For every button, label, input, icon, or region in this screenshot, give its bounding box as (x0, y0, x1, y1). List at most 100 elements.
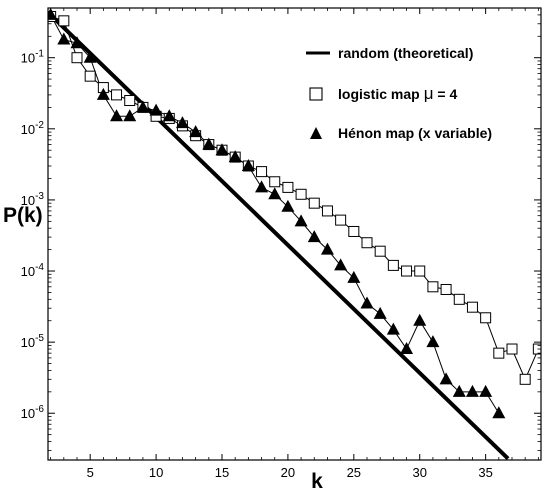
logistic-map-point (414, 265, 426, 277)
x-tick-label: 15 (215, 465, 229, 480)
logistic-map-point (282, 181, 294, 193)
henon-map-point (479, 384, 493, 397)
henon-map-point (123, 109, 137, 122)
y-tick-base: 10 (21, 335, 35, 350)
henon-map-point (83, 50, 97, 63)
plot-marks (48, 8, 541, 460)
legend-logistic-suffix: = 4 (433, 86, 457, 102)
y-tick-label: 10-4 (21, 262, 45, 279)
legend-logistic-name: logistic map (338, 86, 420, 102)
henon-map-point (400, 342, 414, 355)
henon-map-point (413, 313, 427, 326)
henon-map-point (452, 384, 466, 397)
henon-map-point (149, 103, 163, 116)
logistic-map-point (519, 373, 531, 385)
henon-map-point (136, 100, 150, 113)
legend-entry-random: random (theoretical) (306, 45, 473, 61)
henon-map-point (96, 87, 110, 100)
henon-map-point (202, 137, 216, 150)
logistic-map-point (466, 301, 478, 313)
logistic-map-point (295, 188, 307, 200)
y-tick-base: 10 (21, 122, 35, 137)
logistic-map-point (308, 197, 320, 209)
logistic-map-point (493, 347, 505, 359)
y-axis-title: P(k) (3, 204, 43, 227)
y-tick-base: 10 (21, 193, 35, 208)
henon-map-point (162, 109, 176, 122)
x-axis-ticks: 5 10 15 20 25 30 35 (50, 8, 539, 480)
henon-map-point (426, 335, 440, 348)
y-tick-label: 10-1 (21, 49, 45, 66)
henon-map-point (465, 384, 479, 397)
logistic-map-point (361, 237, 373, 249)
y-tick-label: 10-3 (21, 191, 45, 208)
henon-map-point (241, 158, 255, 171)
logistic-map-point (401, 265, 413, 277)
logistic-map-point (532, 343, 541, 355)
y-tick-exponent: -4 (35, 262, 44, 273)
henon-map-point (386, 322, 400, 335)
x-tick-label: 35 (478, 465, 492, 480)
legend-label-random: random (theoretical) (338, 45, 473, 61)
henon-map-point (268, 187, 282, 200)
logistic-map-point (387, 259, 399, 271)
henon-map-point (281, 199, 295, 212)
logistic-map-point (440, 283, 452, 295)
henon-map-point (347, 270, 361, 283)
logistic-map-point (124, 95, 136, 107)
legend-entry-henon: Hénon map (x variable) (310, 125, 492, 141)
logistic-map-point (58, 15, 70, 27)
logistic-map-point (427, 281, 439, 293)
henon-map-point (215, 143, 229, 156)
x-tick-label: 5 (87, 465, 94, 480)
logistic-map-point (111, 89, 123, 101)
y-tick-base: 10 (21, 406, 35, 421)
x-axis-title: k (311, 470, 323, 492)
y-axis-ticks: 10-610-510-410-310-210-1 (21, 7, 541, 451)
legend-entry-logistic: logistic map μ = 4 (309, 84, 457, 103)
legend-triangle-marker (310, 127, 322, 139)
henon-map-point (360, 296, 374, 309)
logistic-map-point (84, 70, 96, 82)
henon-map-point (307, 230, 321, 243)
henon-map-point (373, 306, 387, 319)
x-tick-label: 25 (347, 465, 361, 480)
legend-logistic-mu: μ (424, 84, 434, 103)
henon-map-point (334, 258, 348, 271)
y-tick-label: 10-6 (21, 404, 45, 421)
henon-map-point (175, 116, 189, 129)
logistic-map-point (453, 293, 465, 305)
y-tick-exponent: -5 (35, 333, 44, 344)
logistic-map-point (269, 176, 281, 188)
random-theoretical-line (49, 13, 510, 460)
y-tick-exponent: -2 (35, 120, 44, 131)
logistic-map-point (321, 205, 333, 217)
y-tick-label: 10-2 (21, 120, 45, 137)
logistic-map-point (348, 225, 360, 237)
y-tick-exponent: -3 (35, 191, 44, 202)
logistic-map-point (480, 312, 492, 324)
logistic-map-point (71, 52, 83, 64)
y-tick-exponent: -1 (35, 49, 44, 60)
henon-map-point (294, 214, 308, 227)
y-tick-base: 10 (21, 264, 35, 279)
logistic-map-point (335, 214, 347, 226)
plot-frame (47, 7, 542, 461)
legend-label-logistic: logistic map μ = 4 (338, 84, 457, 103)
legend-label-henon: Hénon map (x variable) (338, 125, 492, 141)
henon-map-point (70, 36, 84, 49)
legend: random (theoretical) logistic map μ = 4 H… (306, 45, 492, 141)
plot-area (48, 8, 541, 460)
henon-map-point (189, 125, 203, 138)
x-tick-label: 20 (281, 465, 295, 480)
logistic-map-point (256, 166, 268, 178)
logistic-map-point (506, 343, 518, 355)
y-tick-exponent: -6 (35, 404, 44, 415)
henon-map-point (57, 32, 71, 45)
logistic-map-line (50, 16, 539, 381)
henon-map-point (439, 372, 453, 385)
y-tick-base: 10 (21, 51, 35, 66)
henon-map-line (50, 14, 500, 414)
x-tick-label: 10 (149, 465, 163, 480)
henon-map-point (492, 406, 506, 419)
